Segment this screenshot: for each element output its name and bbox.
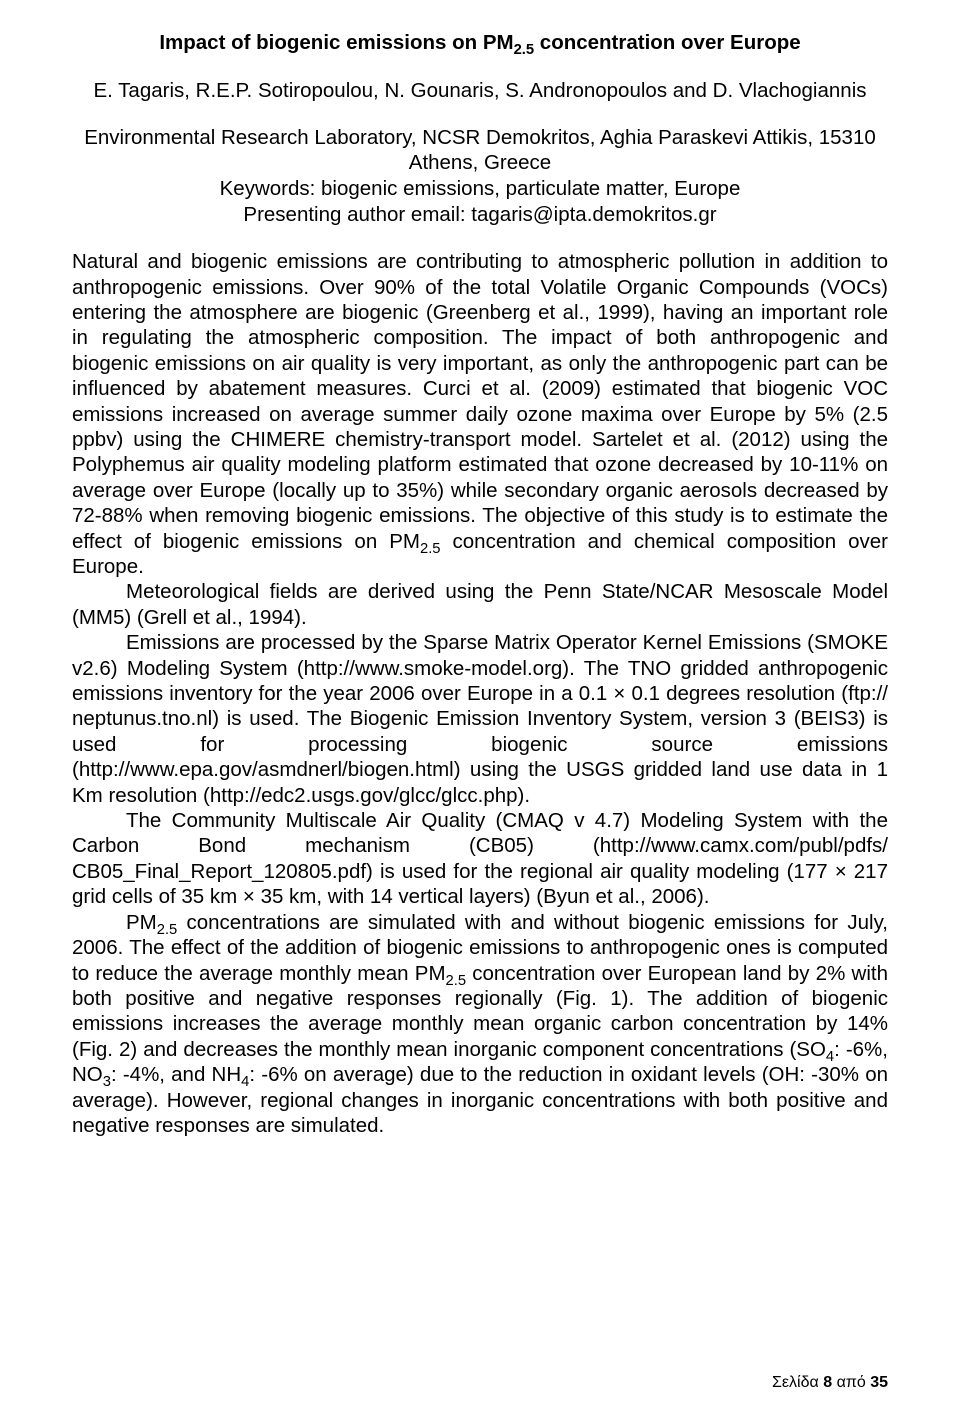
affiliation-address: Environmental Research Laboratory, NCSR … — [72, 125, 888, 176]
page-title: Impact of biogenic emissions on PM2.5 co… — [72, 30, 888, 57]
paragraph-1: Natural and biogenic emissions are contr… — [72, 249, 888, 579]
footer-mid: από — [832, 1374, 870, 1391]
keywords-line: Keywords: biogenic emissions, particulat… — [72, 176, 888, 202]
p5-e: : -4%, and NH — [111, 1063, 241, 1086]
body-text: Natural and biogenic emissions are contr… — [72, 249, 888, 1138]
p1-sub: 2.5 — [420, 541, 441, 557]
paragraph-3: Emissions are processed by the Sparse Ma… — [72, 630, 888, 808]
paragraph-4: The Community Multiscale Air Quality (CM… — [72, 808, 888, 910]
footer-page-num: 8 — [823, 1374, 832, 1391]
title-post: concentration over Europe — [534, 31, 801, 54]
title-sub: 2.5 — [514, 42, 535, 58]
title-pre: Impact of biogenic emissions on PM — [159, 31, 513, 54]
footer-pre: Σελίδα — [772, 1374, 823, 1391]
paragraph-2: Meteorological fields are derived using … — [72, 579, 888, 630]
p1-text-a: Natural and biogenic emissions are contr… — [72, 250, 888, 552]
authors-line: E. Tagaris, R.E.P. Sotiropoulou, N. Goun… — [72, 79, 888, 103]
presenting-email: Presenting author email: tagaris@ipta.de… — [72, 202, 888, 228]
page-footer: Σελίδα 8 από 35 — [772, 1374, 888, 1392]
paragraph-5: PM2.5 concentrations are simulated with … — [72, 910, 888, 1139]
affiliation-block: Environmental Research Laboratory, NCSR … — [72, 125, 888, 228]
footer-total: 35 — [870, 1374, 888, 1391]
p5-a: PM — [126, 911, 157, 934]
